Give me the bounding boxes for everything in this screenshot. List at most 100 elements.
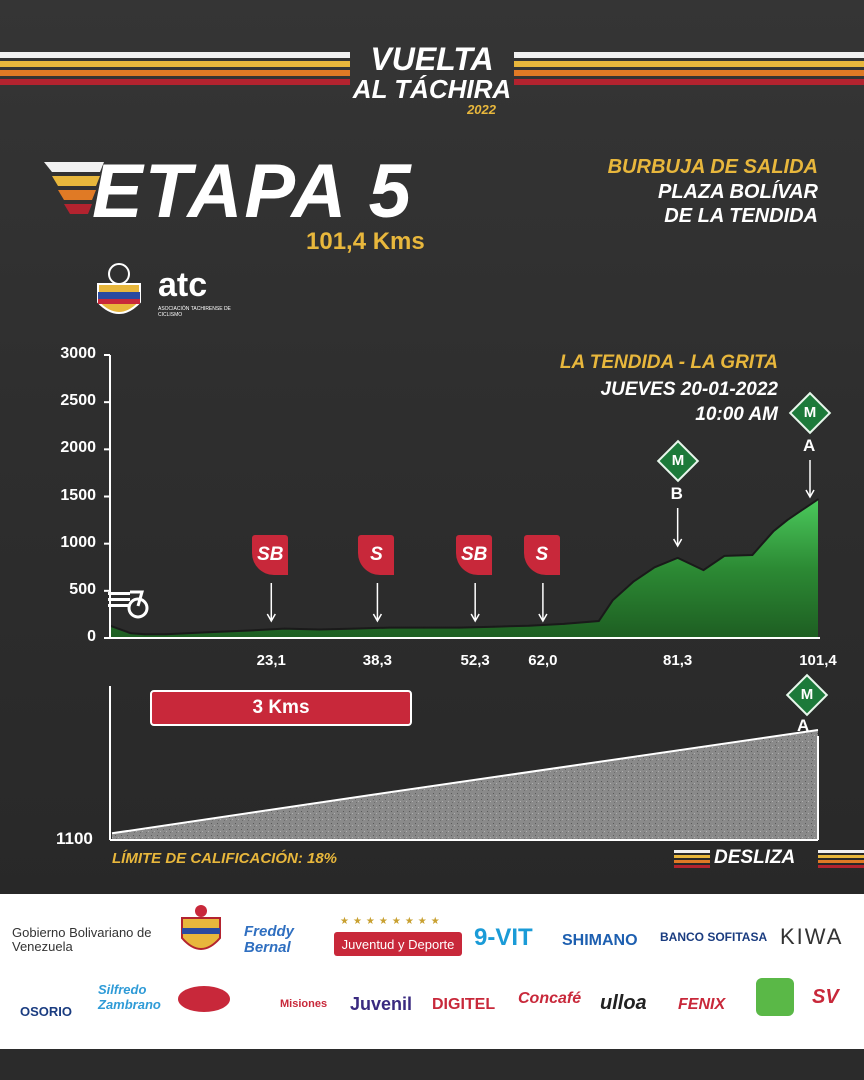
sponsor-vitaminas-logo <box>756 978 794 1016</box>
sponsor-juventud-box: Juventud y Deporte <box>334 932 462 956</box>
elevation-point <box>611 599 614 602</box>
sponsor-stars: ★★★★★★★★ <box>340 916 444 927</box>
elevation-point <box>144 633 146 635</box>
sponsor-digitel: DIGITEL <box>432 996 496 1013</box>
climb-length-box: 3 Kms <box>150 690 412 726</box>
sponsor-gobierno: Gobierno Bolivariano de Venezuela <box>12 925 152 954</box>
bottom-band <box>0 1049 864 1080</box>
atc-logo-caption: ASOCIACIÓN TACHIRENSE DE CICLISMO <box>158 306 231 318</box>
mountain-climb-badge-text: M <box>671 452 684 469</box>
sponsor-misiones: Misiones <box>280 998 328 1010</box>
detail-climb-badge-text: M <box>800 686 814 703</box>
elevation-point <box>632 580 635 583</box>
atc-logo: atc ASOCIACIÓN TACHIRENSE DE CICLISMO <box>158 268 238 318</box>
x-tick-label: 101,4 <box>799 652 837 669</box>
x-tick-label: 81,3 <box>663 652 693 669</box>
route-time: 10:00 AM <box>695 404 778 425</box>
elevation-point <box>786 519 789 521</box>
event-title-line2: AL TÁCHIRA <box>352 74 512 104</box>
stage-title: ETAPA 5 <box>92 149 413 234</box>
sponsor-sv: SV <box>812 986 839 1008</box>
y-tick-label: 2500 <box>60 392 96 410</box>
climb-arrowhead <box>805 489 815 499</box>
elevation-point <box>353 627 356 630</box>
detail-climb-letter: A <box>797 716 810 735</box>
elevation-point <box>772 530 775 533</box>
climb-arrowhead <box>673 538 683 548</box>
start-place-line1: PLAZA BOLÍVAR <box>658 181 818 203</box>
start-place-line2: DE LA TENDIDA <box>664 205 818 227</box>
stage-distance: 101,4 Kms <box>306 228 425 255</box>
y-tick-label: 0 <box>87 628 96 645</box>
mountain-climb-badge-text: M <box>803 404 817 421</box>
header-stripes-right <box>514 52 864 94</box>
swipe-stripes-right <box>818 850 864 870</box>
sponsor-osorio: OSORIO <box>20 1004 73 1019</box>
elevation-point <box>800 509 802 512</box>
sponsor-band: Gobierno Bolivariano de Venezuela Freddy… <box>0 894 864 1049</box>
start-label: BURBUJA DE SALIDA <box>607 156 818 178</box>
elevation-point <box>248 629 251 632</box>
climb-letter: B <box>670 484 683 503</box>
classification-limit: LÍMITE DE CALIFICACIÓN: 18% <box>112 850 338 867</box>
y-tick-label: 3000 <box>60 345 96 362</box>
x-tick-label: 52,3 <box>460 652 490 669</box>
elevation-point <box>207 631 209 634</box>
detail-base-altitude: 1100 <box>56 829 93 848</box>
y-tick-label: 1000 <box>60 533 96 551</box>
elevation-point <box>723 555 726 557</box>
cyclist-start-icon <box>108 590 149 619</box>
y-tick-label: 1500 <box>60 486 96 504</box>
elevation-point <box>493 625 495 628</box>
route-name: LA TENDIDA - LA GRITA <box>559 352 778 373</box>
elevation-point <box>458 626 460 629</box>
sponsor-9vit: 9-VIT <box>474 924 533 951</box>
elevation-point <box>318 628 321 631</box>
sprint-marker-flag: SB <box>456 535 493 575</box>
climb-detail-area <box>112 730 818 840</box>
sprint-marker-flag: SB <box>252 535 289 575</box>
sprint-marker-flag: S <box>358 535 395 575</box>
y-tick-label: 2000 <box>60 439 96 457</box>
climb-detail-line <box>111 729 819 835</box>
tachira-crest-icon <box>181 905 221 950</box>
federation-crest-icon <box>97 263 141 314</box>
x-tick-label: 62,0 <box>528 652 558 669</box>
x-tick-label: 38,3 <box>362 652 392 669</box>
elevation-point <box>653 566 656 569</box>
elevation-area <box>110 499 818 638</box>
swipe-label[interactable]: DESLIZA <box>714 847 796 868</box>
elevation-point <box>388 626 391 629</box>
elevation-point <box>283 627 286 630</box>
elevation-point <box>130 632 132 635</box>
sponsor-ulloa: ulloa <box>600 992 647 1014</box>
atc-logo-text: atc <box>158 266 208 304</box>
elevation-point <box>817 498 819 501</box>
climb-detail-chart <box>109 686 819 841</box>
elevation-profile-chart <box>104 354 820 639</box>
event-logo: VUELTA AL TÁCHIRA 2022 <box>352 42 512 117</box>
event-title-line1: VUELTA <box>370 41 494 77</box>
elevation-point <box>598 620 600 622</box>
sprint-marker-arrowhead <box>372 613 383 623</box>
sponsor-juvenil: Juvenil <box>350 994 413 1014</box>
elevation-point <box>165 633 167 635</box>
sponsor-kiwa: KIWA <box>780 924 844 949</box>
sponsor-freddy-bernal: Freddy Bernal <box>244 923 295 956</box>
elevation-point <box>563 623 565 625</box>
y-tick-label: 500 <box>69 580 96 598</box>
elevation-point <box>676 557 679 559</box>
sprint-marker-arrowhead <box>538 613 548 623</box>
sponsor-sofitasa: BANCO SOFITASA <box>660 930 768 944</box>
sponsor-silfredo: Silfredo Zambrano <box>98 982 161 1012</box>
sponsor-juventud: Juventud y Deporte <box>341 936 455 952</box>
elevation-point <box>528 624 530 627</box>
sponsor-shimano: SHIMANO <box>562 932 638 949</box>
sponsor-concafe: Concafé <box>518 990 582 1007</box>
route-date: JUEVES 20-01-2022 <box>600 379 778 400</box>
sprint-marker-arrowhead <box>266 613 276 623</box>
sprint-marker-flag: S <box>523 535 560 575</box>
x-tick-label: 23,1 <box>256 652 286 669</box>
header-stripes-left <box>0 52 350 94</box>
